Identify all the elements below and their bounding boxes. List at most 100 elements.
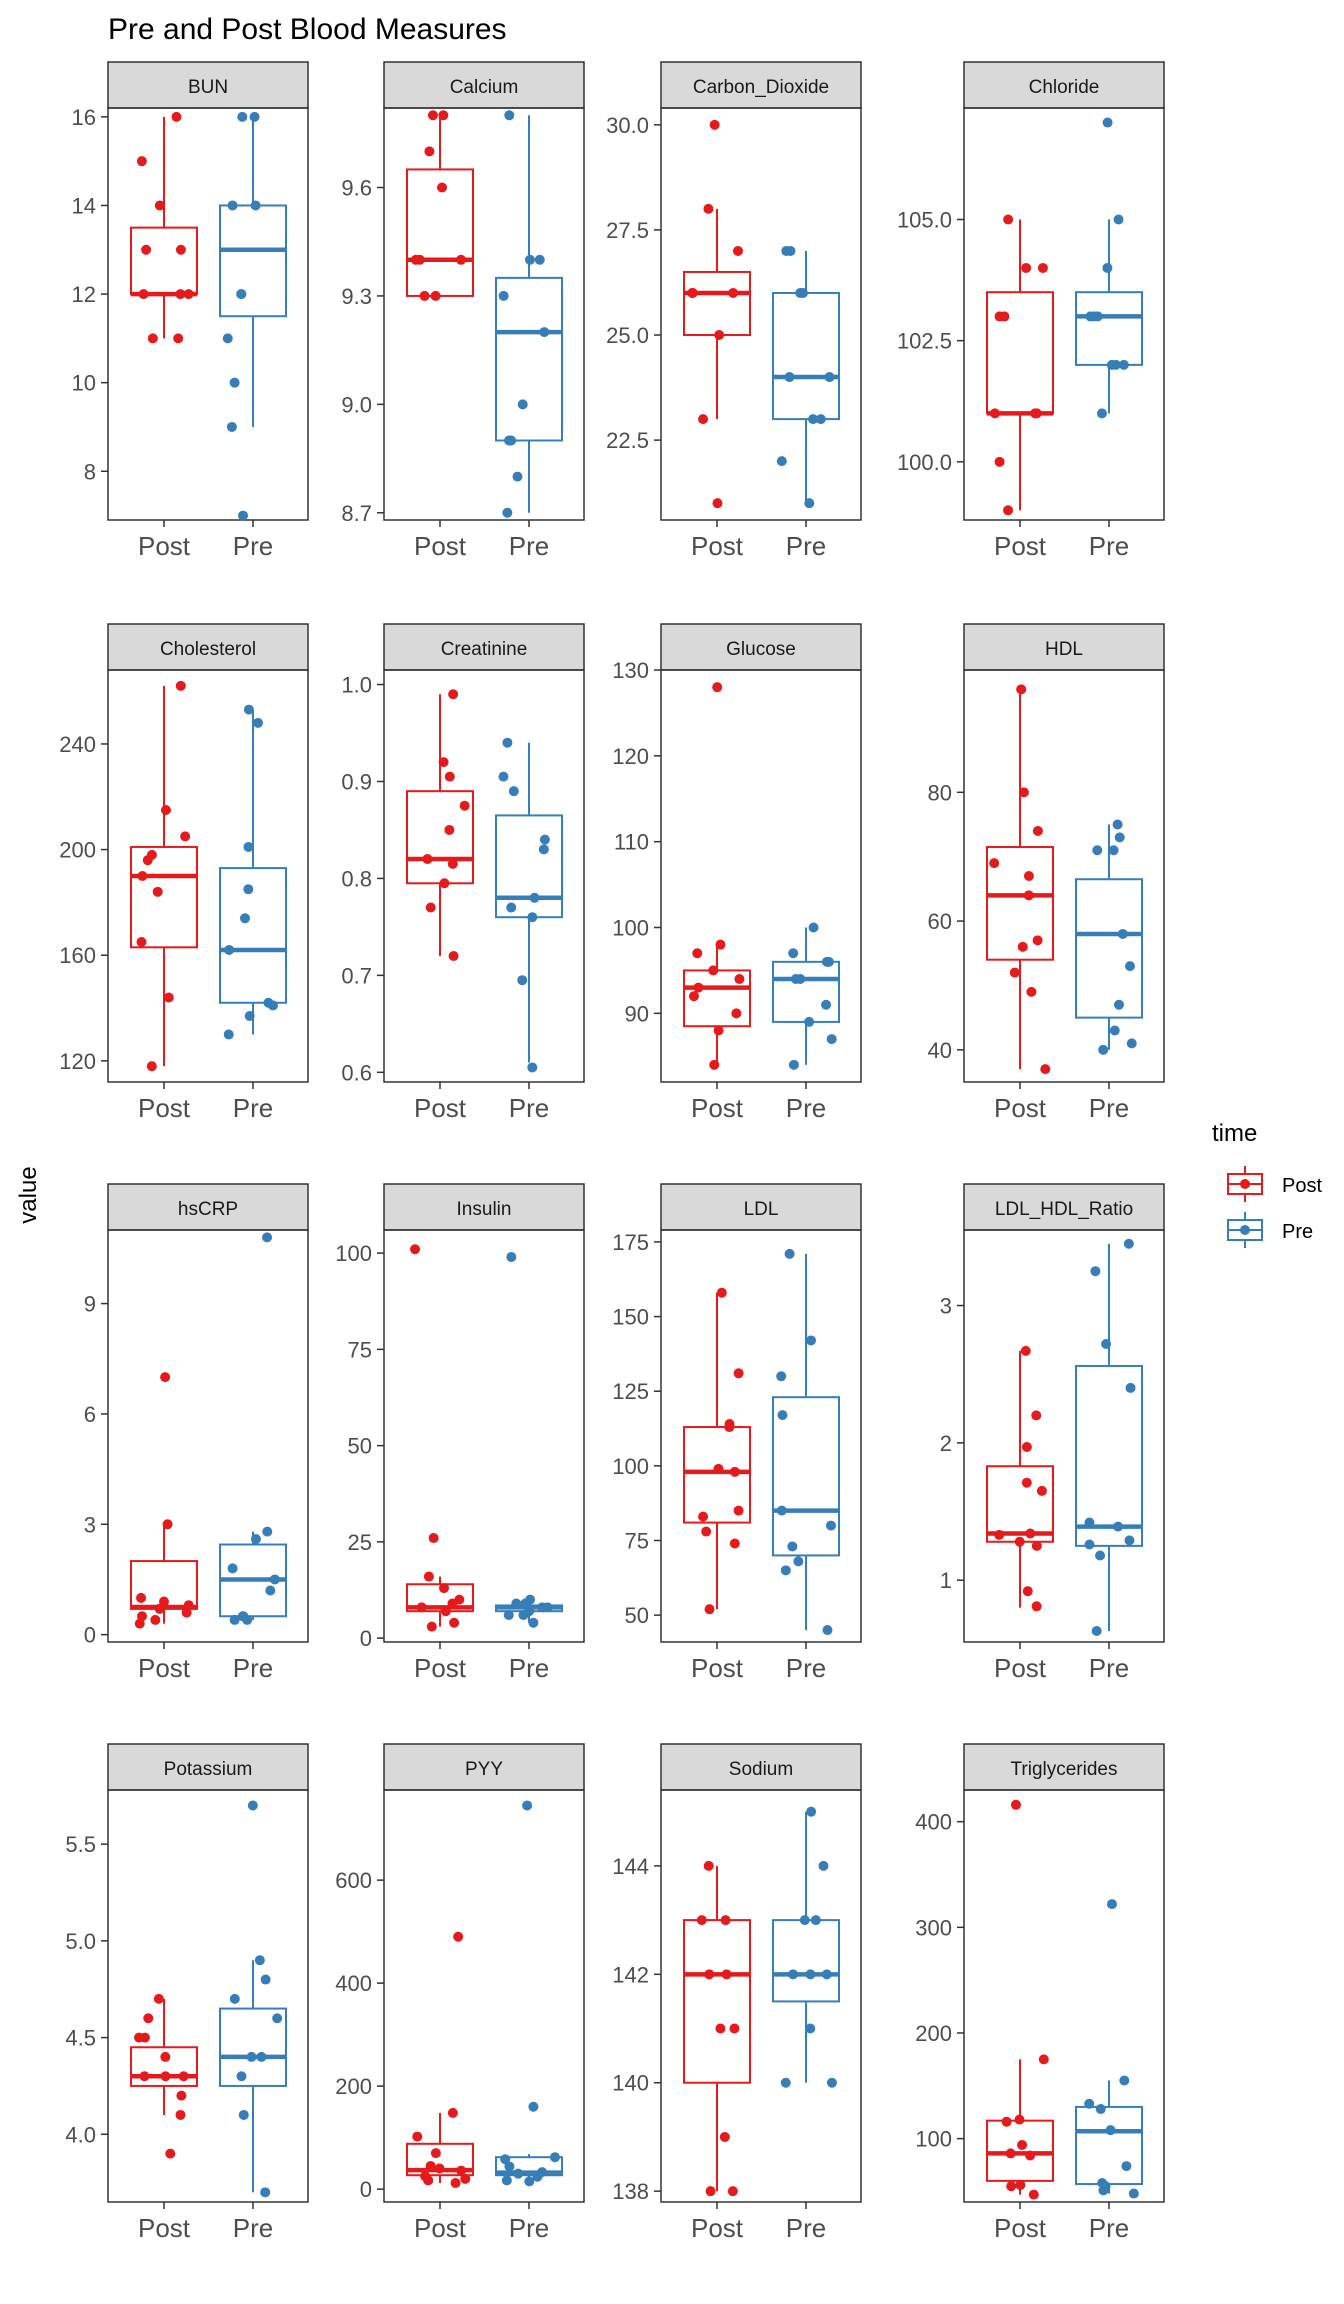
data-point-post (427, 110, 438, 121)
data-point-pre (784, 372, 795, 383)
data-point-post (713, 1463, 724, 1474)
data-point-pre (227, 1563, 238, 1574)
data-point-pre (520, 1598, 531, 1609)
y-tick-label: 10 (72, 371, 96, 396)
data-point-post (716, 1287, 727, 1298)
data-point-pre (254, 1955, 265, 1966)
panel-ldl: LDL 50 75 100 125 150 175 Post Pre (612, 1183, 862, 1683)
data-point-pre (799, 1915, 810, 1926)
y-tick-label: 240 (59, 732, 96, 757)
data-point-post (1010, 1799, 1021, 1810)
panel-border (963, 1229, 1165, 1643)
x-tick-label: Post (994, 2213, 1047, 2243)
data-point-post (146, 1061, 157, 1072)
data-point-post (688, 991, 699, 1002)
y-tick-label: 9.0 (341, 392, 372, 417)
data-point-pre (818, 1860, 829, 1871)
data-point-post (147, 333, 158, 344)
box-pre (495, 115, 563, 513)
y-tick-label: 110 (614, 830, 649, 855)
data-point-post (175, 2109, 186, 2120)
data-point-post (709, 119, 720, 130)
data-point-post (447, 2107, 458, 2118)
box-pre (219, 116, 287, 427)
y-tick-label: 100.0 (897, 450, 952, 475)
data-point-post (183, 289, 194, 300)
y-tick-label: 100 (612, 1454, 649, 1479)
data-point-post (154, 200, 165, 211)
data-point-pre (1125, 1382, 1136, 1393)
panel-border (107, 1229, 309, 1643)
data-point-pre (506, 435, 517, 446)
data-point-post (438, 110, 449, 121)
data-point-pre (498, 771, 509, 782)
data-point-post (430, 290, 441, 301)
data-point-post (999, 311, 1010, 322)
box-iqr (406, 790, 474, 885)
panel-border (963, 107, 1165, 521)
data-point-post (137, 871, 148, 881)
panel-strip-label: Creatinine (441, 639, 528, 660)
panel-strip-label: HDL (1045, 639, 1083, 660)
data-point-post (459, 800, 470, 811)
data-point-post (423, 2175, 434, 2186)
panel-strip-label: Insulin (457, 1199, 512, 1220)
y-tick-label: 142 (612, 1962, 649, 1987)
panel-border (660, 669, 862, 1083)
data-point-pre (1106, 1899, 1117, 1910)
panel-calcium: Calcium 8.7 9.0 9.3 9.6 Post Pre (341, 61, 585, 561)
data-point-post (712, 498, 723, 509)
data-point-pre (1113, 999, 1124, 1010)
x-tick-label: Post (414, 2213, 467, 2243)
data-point-pre (1113, 1521, 1124, 1532)
data-point-post (705, 2186, 716, 2197)
data-point-post (1023, 890, 1034, 901)
data-point-post (450, 2177, 461, 2188)
y-tick-label: 4.5 (65, 2026, 96, 2051)
data-point-pre (503, 1610, 514, 1621)
y-tick-label: 6 (84, 1402, 96, 1427)
data-point-post (1037, 262, 1048, 273)
data-point-post (696, 1915, 707, 1926)
data-point-pre (524, 2176, 535, 2187)
data-point-pre (498, 290, 509, 301)
data-point-post (1003, 214, 1014, 225)
data-point-post (165, 2148, 176, 2159)
panel-cholesterol: Cholesterol 120 160 200 240 Post Pre (59, 623, 309, 1123)
data-point-pre (1102, 262, 1113, 273)
x-tick-label: Post (691, 2213, 744, 2243)
y-tick-label: 12 (72, 282, 96, 307)
y-tick-label: 25 (348, 1530, 372, 1555)
y-tick-label: 14 (72, 193, 96, 218)
data-point-pre (539, 834, 550, 845)
x-tick-label: Pre (233, 1653, 273, 1683)
data-point-pre (1117, 928, 1128, 939)
y-tick-label: 200 (915, 2021, 952, 2046)
y-tick-label: 140 (612, 2071, 649, 2096)
data-point-post (1014, 2114, 1025, 2125)
y-tick-label: 2 (940, 1431, 952, 1456)
data-point-post (449, 1617, 460, 1628)
data-point-post (416, 1602, 427, 1613)
data-point-pre (239, 913, 250, 924)
box-iqr (772, 1396, 840, 1557)
data-point-pre (243, 884, 254, 895)
y-tick-label: 300 (915, 1915, 952, 1940)
panel-strip-label: Glucose (726, 639, 796, 660)
data-point-post (1015, 2180, 1026, 2191)
data-point-pre (272, 2013, 283, 2024)
data-point-post (143, 2013, 154, 2024)
box-iqr (1075, 2105, 1143, 2186)
data-point-pre (821, 1969, 832, 1980)
x-tick-label: Pre (509, 2213, 549, 2243)
data-point-post (410, 254, 421, 265)
data-point-post (456, 2165, 467, 2176)
data-point-pre (522, 1800, 533, 1811)
panel-hscrp: hsCRP 0 3 6 9 Post Pre (84, 1183, 309, 1683)
data-point-pre (1113, 214, 1124, 225)
y-tick-label: 0.6 (341, 1060, 372, 1085)
data-point-pre (1092, 845, 1103, 856)
data-point-pre (524, 254, 535, 265)
x-tick-label: Pre (786, 531, 826, 561)
panel-ldl-hdl-ratio: LDL_HDL_Ratio 1 2 3 Post Pre (940, 1183, 1165, 1683)
